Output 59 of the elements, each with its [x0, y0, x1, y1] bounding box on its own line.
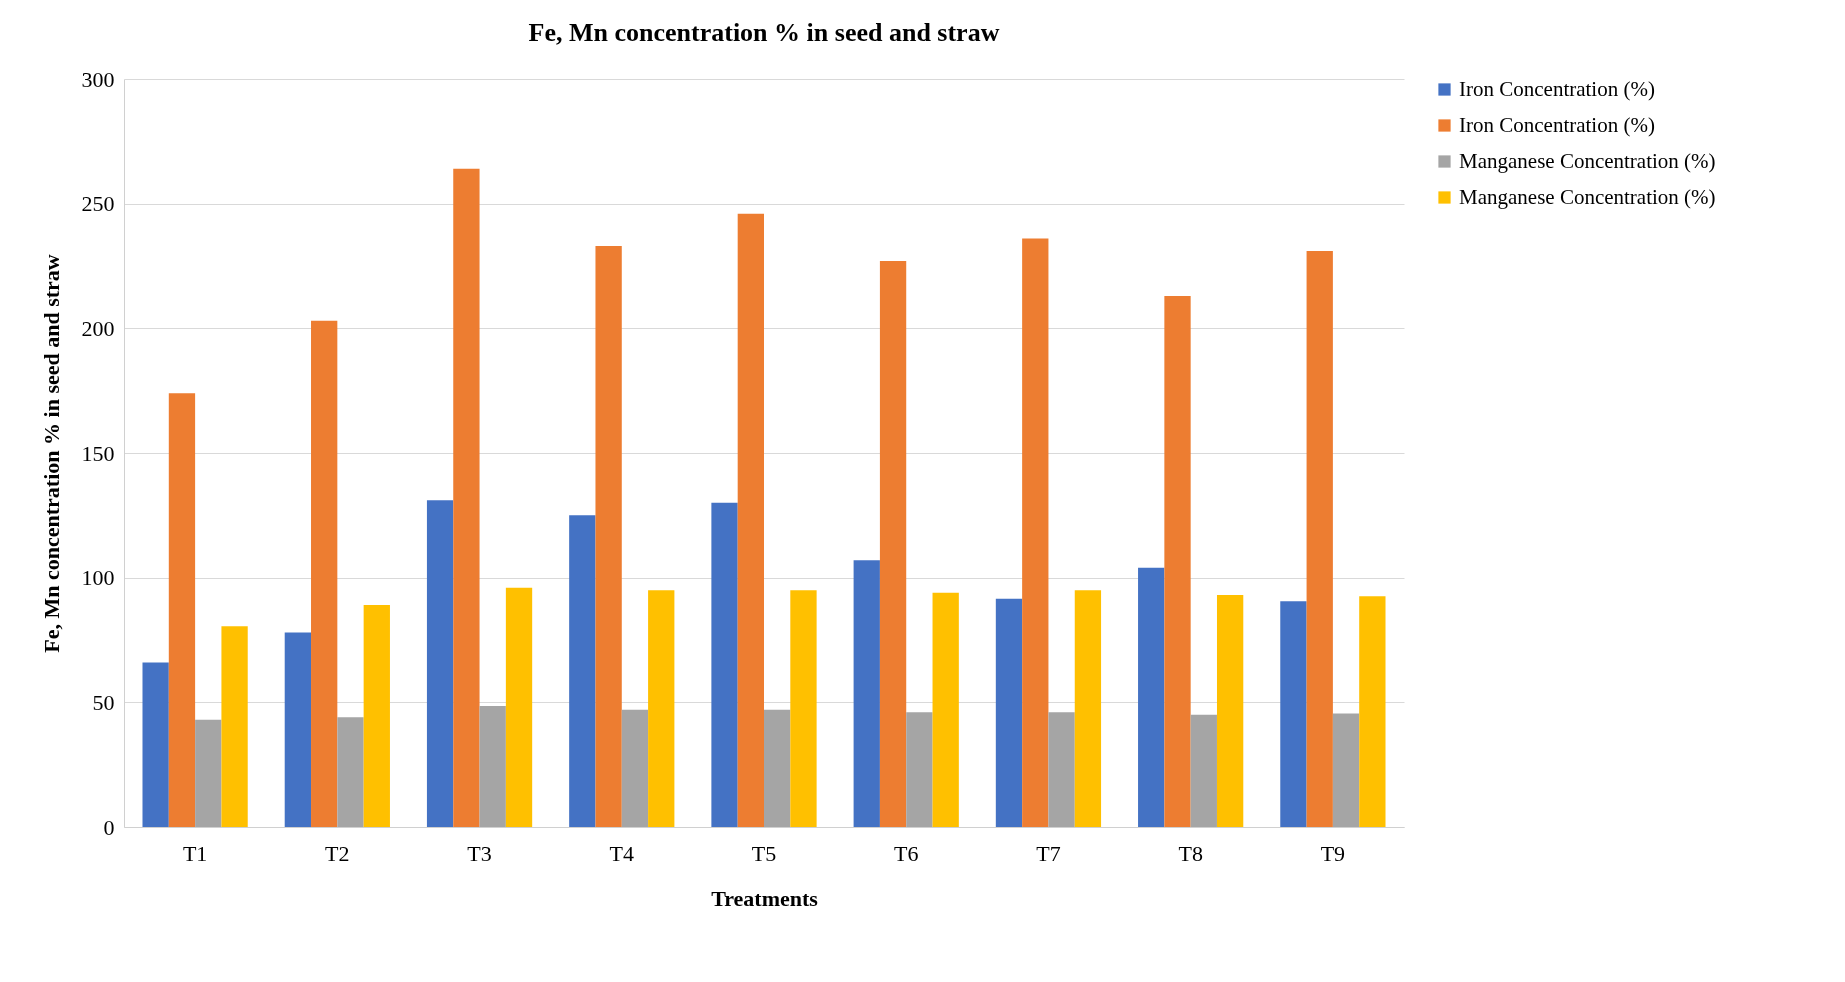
- bar: [221, 626, 248, 827]
- y-tick-label: 50: [92, 689, 115, 715]
- bar: [1332, 713, 1360, 827]
- bar: [1138, 567, 1165, 827]
- y-tick-label: 300: [81, 66, 115, 92]
- bar: [1280, 601, 1307, 827]
- x-tick-label: T7: [1036, 840, 1061, 866]
- y-tick-label: 200: [81, 315, 115, 341]
- chart-title: Fe, Mn concentration % in seed and straw: [528, 18, 1000, 47]
- bar: [1164, 295, 1191, 827]
- legend-label: Iron Concentration (%): [1459, 112, 1655, 137]
- bar: [1074, 590, 1102, 827]
- bar: [337, 717, 364, 827]
- legend-label: Manganese Concentration (%): [1459, 148, 1716, 173]
- y-tick-label: 100: [81, 565, 115, 591]
- bar: [621, 709, 649, 827]
- y-tick-label: 0: [103, 814, 115, 840]
- bar: [1359, 596, 1386, 827]
- bar: [363, 605, 390, 827]
- bar: [995, 598, 1023, 827]
- bar: [737, 213, 764, 827]
- bar: [1216, 595, 1244, 827]
- bar: [284, 632, 312, 827]
- x-tick-label: T5: [751, 840, 777, 866]
- legend-label: Iron Concentration (%): [1459, 76, 1655, 101]
- x-tick-label: T3: [467, 840, 492, 866]
- legend-label: Manganese Concentration (%): [1459, 184, 1716, 209]
- x-axis-title: Treatments: [711, 885, 819, 911]
- x-tick-label: T8: [1178, 840, 1203, 866]
- x-tick-label: T2: [325, 840, 350, 866]
- bar: [1048, 712, 1075, 827]
- bar: [311, 320, 338, 827]
- bar: [595, 246, 622, 827]
- bar: [932, 592, 959, 827]
- bar: [479, 706, 506, 827]
- y-tick-label: 150: [81, 440, 115, 466]
- bar: [790, 590, 817, 827]
- bar: [1022, 238, 1049, 827]
- x-tick-label: T4: [609, 840, 634, 866]
- bar: [1190, 714, 1217, 827]
- bar: [168, 393, 196, 827]
- bar: [569, 515, 596, 827]
- bar: [906, 712, 933, 827]
- bar: [426, 500, 454, 827]
- bar: [879, 261, 907, 827]
- y-axis-title: Fe, Mn concentration % in seed and straw: [38, 254, 64, 653]
- x-tick-label: T6: [894, 840, 919, 866]
- bar: [453, 168, 480, 827]
- y-tick-label: 250: [81, 191, 115, 217]
- x-tick-label: T9: [1320, 840, 1346, 866]
- bar: [1306, 251, 1333, 827]
- bar: [648, 590, 675, 827]
- bar: [505, 587, 533, 827]
- bar: [195, 719, 222, 827]
- x-tick-label: T1: [182, 840, 208, 866]
- bar: [142, 662, 169, 827]
- bar: [853, 560, 880, 827]
- bar: [711, 502, 738, 827]
- bar: [764, 709, 791, 827]
